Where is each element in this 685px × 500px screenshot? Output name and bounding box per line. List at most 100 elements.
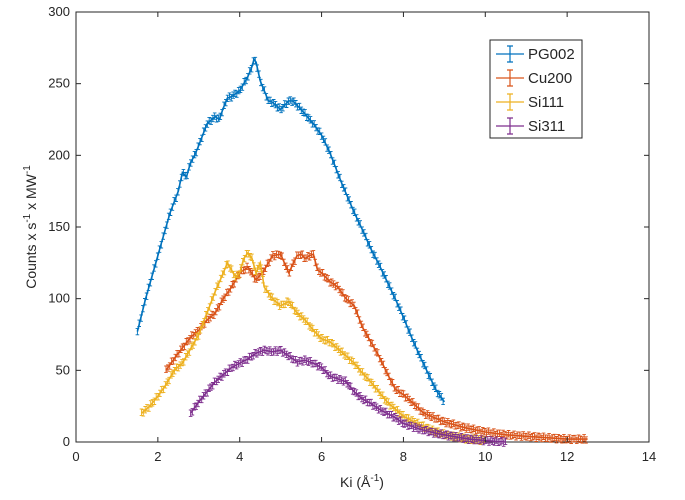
error-bar xyxy=(538,433,542,441)
error-bar xyxy=(281,104,285,112)
error-bar xyxy=(203,124,208,132)
error-bar xyxy=(297,102,302,111)
error-bar xyxy=(534,434,538,442)
error-bar xyxy=(211,114,215,123)
error-bar xyxy=(486,427,491,435)
error-bar xyxy=(214,377,219,386)
error-bar xyxy=(373,401,377,410)
error-bar xyxy=(415,347,420,356)
error-bar xyxy=(525,433,529,441)
error-bar xyxy=(330,374,335,382)
error-bar xyxy=(338,374,342,383)
error-bar xyxy=(468,425,472,433)
error-bar xyxy=(389,287,394,295)
error-bar xyxy=(260,348,265,356)
error-bar xyxy=(301,315,306,323)
error-bar xyxy=(301,108,305,116)
error-bar xyxy=(236,360,241,368)
error-bar xyxy=(189,342,193,351)
error-bar xyxy=(294,307,298,315)
error-bar xyxy=(442,417,446,425)
error-bar xyxy=(466,423,470,431)
error-bar xyxy=(362,372,367,380)
error-bar xyxy=(163,226,167,235)
error-bar xyxy=(360,394,364,403)
error-bar xyxy=(255,350,259,358)
error-bar xyxy=(272,252,277,261)
error-bar xyxy=(180,343,185,351)
error-bar xyxy=(344,295,349,303)
error-bar xyxy=(266,348,270,356)
error-bar xyxy=(430,428,434,436)
error-bar xyxy=(361,323,365,331)
error-bar xyxy=(432,382,436,390)
error-bar xyxy=(182,358,186,366)
error-bar xyxy=(242,254,247,263)
legend-entry-cu200: Cu200 xyxy=(496,69,572,87)
error-bar xyxy=(314,329,319,337)
error-bar xyxy=(360,368,365,376)
error-bar xyxy=(274,297,278,306)
error-bar xyxy=(364,373,368,381)
error-bar xyxy=(174,363,179,371)
error-bar xyxy=(497,429,502,437)
error-bar xyxy=(370,339,375,348)
error-bar xyxy=(237,271,241,279)
error-bar xyxy=(260,83,265,92)
error-bar xyxy=(308,357,313,365)
error-bar xyxy=(273,100,278,109)
error-bar xyxy=(224,98,228,107)
error-bar xyxy=(194,333,199,341)
error-bar xyxy=(251,57,256,65)
series-layer xyxy=(135,56,588,447)
error-bar xyxy=(147,404,151,412)
y-tick-label: 300 xyxy=(48,4,70,19)
error-bar xyxy=(573,434,577,443)
error-bar xyxy=(173,353,178,362)
error-bar xyxy=(419,424,423,432)
error-bar xyxy=(584,436,588,444)
error-bar xyxy=(161,385,166,394)
x-tick-label: 6 xyxy=(318,449,325,464)
error-bar xyxy=(169,371,173,379)
y-tick-label: 50 xyxy=(56,362,70,377)
error-bar xyxy=(343,376,348,384)
error-bar xyxy=(282,348,287,356)
error-bar xyxy=(519,433,524,441)
error-bar xyxy=(446,418,450,426)
y-tick-label: 100 xyxy=(48,291,70,306)
error-bar xyxy=(282,258,286,267)
error-bar xyxy=(349,201,353,209)
error-bar xyxy=(459,432,464,441)
error-bar xyxy=(379,358,384,366)
error-bar xyxy=(512,430,516,438)
error-bar xyxy=(385,368,389,377)
error-bar xyxy=(286,352,290,361)
error-bar xyxy=(277,302,282,310)
legend-label: Si311 xyxy=(528,118,565,135)
error-bar xyxy=(182,342,187,351)
error-bar xyxy=(165,378,170,386)
x-axis-label: Ki (Å-1) xyxy=(340,473,384,490)
error-bar xyxy=(218,274,223,283)
error-bar xyxy=(205,389,209,397)
error-bar xyxy=(330,157,335,165)
error-bar xyxy=(171,369,175,377)
error-bar xyxy=(264,285,269,294)
error-bar xyxy=(413,422,418,431)
error-bar xyxy=(358,392,362,400)
error-bar xyxy=(166,364,170,372)
error-bar xyxy=(207,384,211,392)
error-bar xyxy=(235,90,239,98)
error-bar xyxy=(465,434,469,442)
error-bar xyxy=(331,280,336,288)
error-bar xyxy=(492,428,496,436)
error-bar xyxy=(392,403,396,412)
error-bar xyxy=(309,250,314,258)
error-bar xyxy=(269,254,273,262)
error-bar xyxy=(382,271,386,279)
error-bar xyxy=(498,438,502,446)
error-bar xyxy=(341,378,346,386)
error-bar xyxy=(339,376,344,384)
error-bar xyxy=(139,314,143,322)
